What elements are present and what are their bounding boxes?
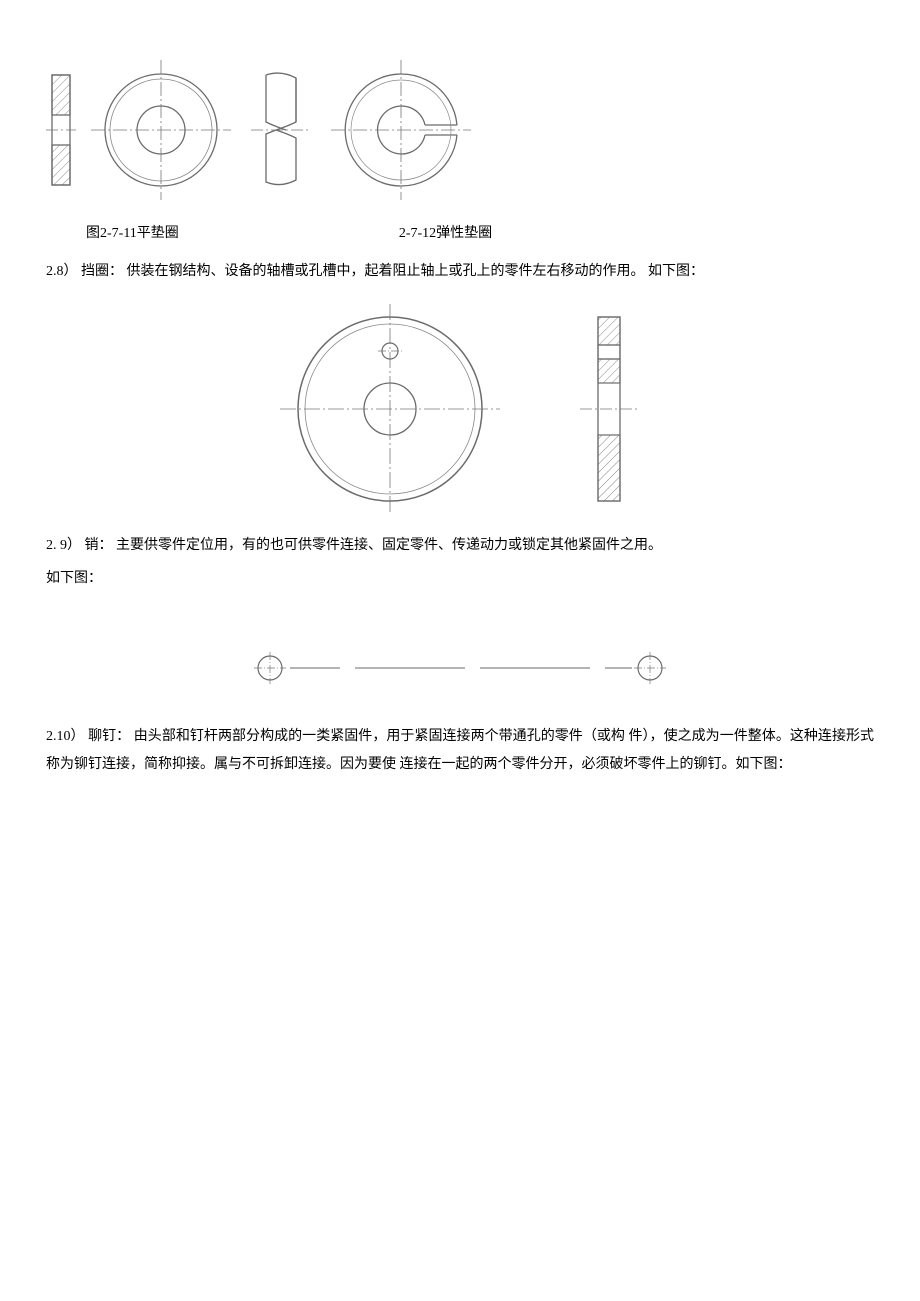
washer-captions: 图2-7-11平垫圈 2-7-12弹性垫圈 (46, 220, 874, 248)
section-2-8: 2.8） 挡圈： 供装在钢结构、设备的轴槽或孔槽中，起着阻止轴上或孔上的零件左右… (46, 258, 874, 286)
section-num: 2.8） (46, 264, 81, 279)
figure-washers-row (46, 60, 874, 200)
flat-washer-section-diagram (46, 65, 76, 195)
section-num: 2. 9） (46, 538, 81, 553)
pin-figure (46, 648, 874, 688)
spring-washer-front-diagram (331, 60, 471, 200)
flat-washer-caption: 图2-7-11平垫圈 (86, 220, 179, 248)
section-2-10: 2.10） 聊钉： 由头部和钉杆两部分构成的一类紧固件，用于紧固连接两个带通孔的… (46, 723, 874, 779)
retaining-ring-front-diagram (280, 304, 500, 514)
pin-diagram (240, 648, 680, 688)
retaining-ring-section-diagram (580, 304, 640, 514)
section-2-9-line2: 如下图： (46, 565, 874, 593)
section-body: 由头部和钉杆两部分构成的一类紧固件，用于紧固连接两个带通孔的零件（或构 件），使… (46, 729, 874, 772)
section-body: 供装在钢结构、设备的轴槽或孔槽中，起着阻止轴上或孔上的零件左右移动的作用。 如下… (127, 264, 705, 279)
section-label: 聊钉： (88, 729, 130, 744)
flat-washer-front-diagram (91, 60, 231, 200)
section-label: 挡圈： (81, 264, 123, 279)
spring-washer-side-diagram (246, 60, 316, 200)
spring-washer-caption: 2-7-12弹性垫圈 (399, 220, 492, 248)
section-2-9: 2. 9） 销： 主要供零件定位用，有的也可供零件连接、固定零件、传递动力或锁定… (46, 532, 874, 560)
rivet-figure-placeholder (46, 784, 874, 1184)
retaining-ring-figure (46, 304, 874, 514)
section-body: 主要供零件定位用，有的也可供零件连接、固定零件、传递动力或锁定其他紧固件之用。 (116, 538, 662, 553)
section-num: 2.10） (46, 729, 88, 744)
section-label: 销： (85, 538, 113, 553)
